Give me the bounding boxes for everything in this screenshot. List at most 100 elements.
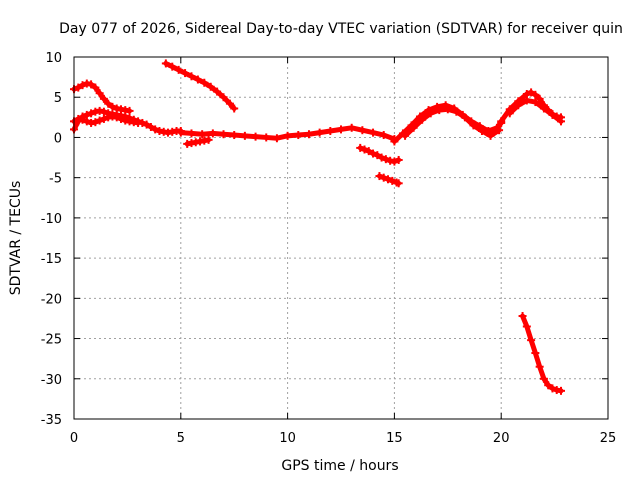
data-point — [486, 131, 495, 140]
data-point — [198, 130, 207, 139]
data-point — [522, 322, 531, 331]
data-point — [78, 115, 87, 124]
series-arc-bump-b — [401, 105, 504, 140]
data-point — [219, 130, 228, 139]
data-point — [208, 129, 217, 138]
data-point — [181, 69, 190, 78]
data-point — [142, 120, 151, 129]
data-point — [531, 98, 540, 107]
data-point — [347, 123, 356, 132]
data-point — [262, 133, 271, 142]
data-point — [87, 80, 96, 89]
data-point — [176, 128, 185, 137]
data-point — [377, 153, 386, 162]
data-point — [379, 173, 388, 182]
data-point — [375, 172, 384, 181]
data-point — [337, 125, 345, 134]
series-arc-main-b — [70, 112, 143, 127]
data-point — [326, 127, 335, 136]
series-arc-drop — [518, 312, 566, 395]
data-point — [418, 115, 427, 124]
data-point — [356, 143, 365, 152]
data-point — [443, 105, 452, 114]
data-point — [518, 312, 527, 321]
y-tick-label: -25 — [41, 333, 62, 348]
data-point — [360, 145, 369, 154]
y-tick-label: -5 — [49, 172, 62, 187]
data-point — [87, 109, 96, 118]
y-axis-label: SDTVAR / TECUs — [8, 181, 24, 296]
data-point — [369, 128, 378, 137]
data-point — [91, 118, 100, 127]
data-point — [548, 110, 557, 119]
data-point — [544, 381, 553, 390]
data-point — [193, 75, 202, 84]
data-point — [99, 94, 108, 103]
series-arc-neg-2 — [375, 172, 403, 188]
data-point — [161, 59, 170, 68]
data-point — [240, 131, 249, 140]
y-tick-label: 10 — [45, 51, 62, 66]
data-point — [539, 104, 548, 113]
y-tick-label: -20 — [41, 292, 62, 307]
data-point — [206, 82, 215, 91]
data-point — [251, 132, 260, 141]
data-point — [78, 81, 87, 90]
data-point — [108, 102, 117, 111]
data-point — [535, 362, 544, 371]
data-point — [174, 65, 183, 74]
data-point — [522, 96, 531, 105]
data-point — [548, 384, 557, 393]
series-arc-neg-1 — [356, 143, 403, 166]
x-tick-label: 0 — [70, 431, 78, 446]
series-arc-neg-short — [183, 135, 213, 148]
data-point — [369, 149, 378, 158]
data-point — [95, 116, 104, 125]
data-point — [539, 374, 548, 383]
data-point — [390, 137, 399, 146]
data-point — [200, 78, 209, 87]
data-point — [125, 106, 134, 115]
x-tick-label: 5 — [177, 431, 185, 446]
data-point — [535, 94, 544, 103]
data-point — [435, 106, 444, 115]
y-tick-label: 0 — [54, 131, 62, 146]
data-point — [514, 101, 523, 110]
data-point — [99, 107, 108, 116]
data-point — [146, 122, 155, 131]
data-point — [230, 104, 239, 113]
data-point — [426, 109, 435, 118]
data-point — [112, 113, 121, 122]
data-point — [315, 128, 324, 137]
data-point — [283, 131, 292, 140]
data-point — [294, 131, 303, 140]
plot-frame — [73, 56, 609, 420]
y-tick-label: -15 — [41, 252, 62, 267]
data-point — [151, 125, 160, 134]
data-point — [134, 118, 143, 127]
series-arc-late-b — [505, 96, 566, 126]
data-point — [383, 175, 392, 184]
data-point — [213, 87, 222, 96]
data-point — [104, 99, 113, 108]
axis-ticks: 0 5 10 15 20 25 10 5 0 -5 -10 -15 -20 -25 -30 -35 — [41, 51, 617, 446]
data-point — [204, 135, 213, 144]
data-point — [497, 117, 506, 126]
x-tick-label: 25 — [600, 431, 617, 446]
data-point — [379, 131, 388, 140]
data-point — [225, 99, 234, 108]
data-point — [82, 117, 91, 126]
data-point — [358, 126, 367, 135]
data-point — [219, 93, 228, 102]
data-series — [70, 59, 566, 395]
data-point — [394, 155, 403, 164]
data-point — [477, 127, 486, 136]
y-tick-label: -30 — [41, 373, 62, 388]
series-arc-high — [161, 59, 239, 113]
data-point — [505, 109, 514, 118]
y-tick-label: 5 — [54, 91, 62, 106]
data-point — [557, 386, 566, 395]
data-point — [388, 176, 397, 185]
y-tick-label: -10 — [41, 212, 62, 227]
x-tick-label: 15 — [386, 431, 403, 446]
